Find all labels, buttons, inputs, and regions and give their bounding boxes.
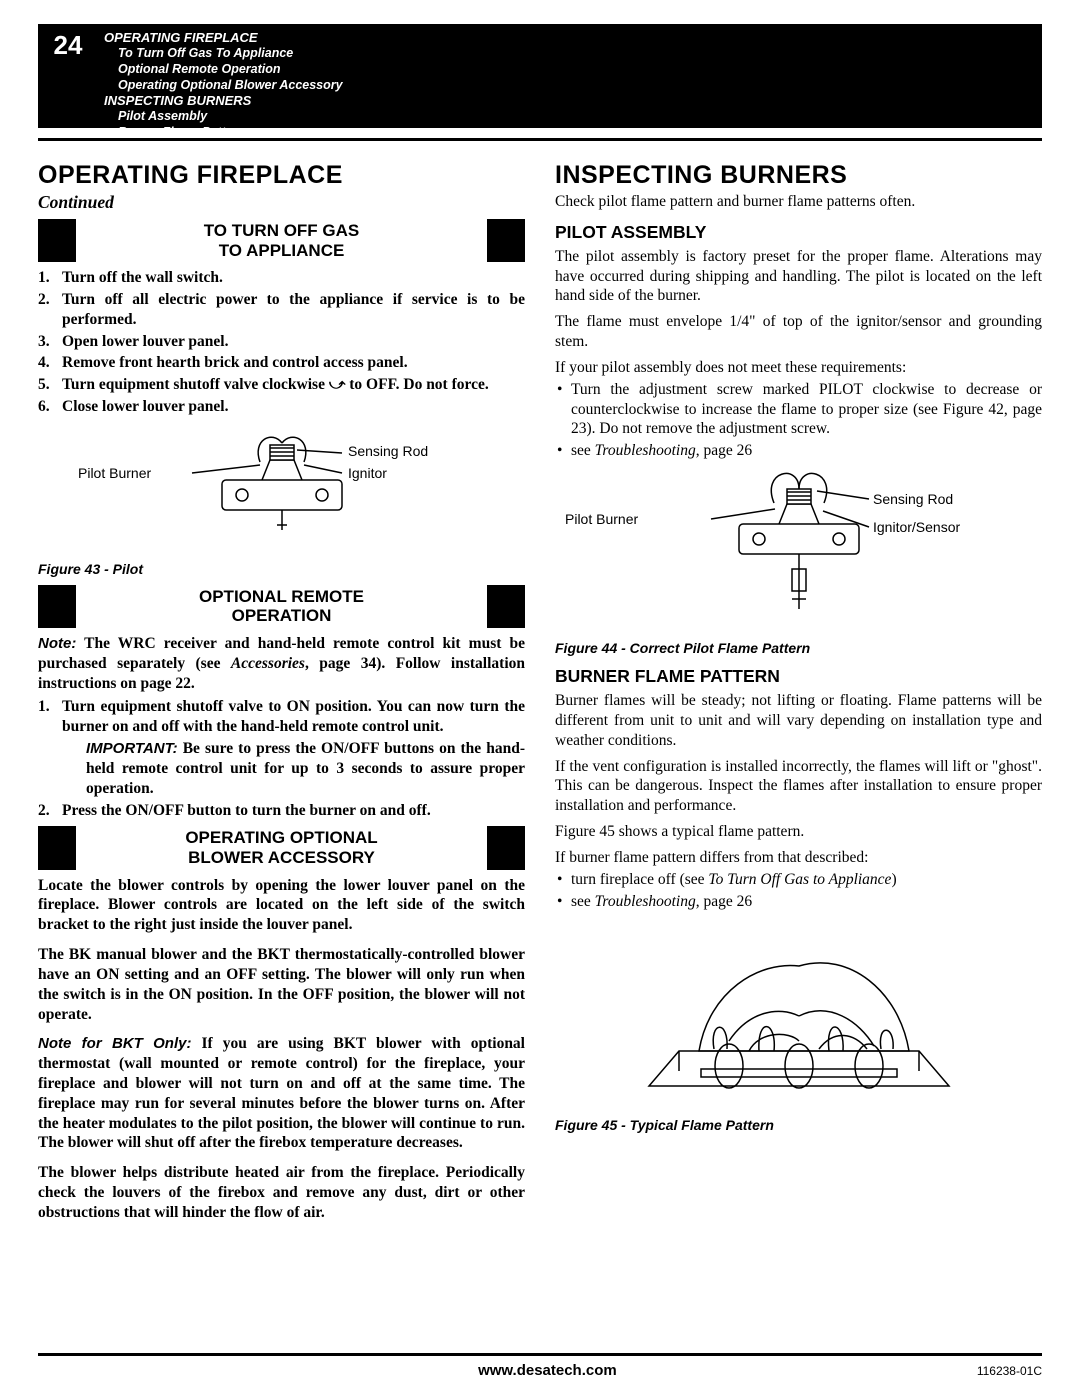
paragraph: If the vent configuration is installed i… (555, 757, 1042, 816)
right-column: INSPECTING BURNERS Check pilot flame pat… (555, 155, 1042, 1223)
left-column: OPERATING FIREPLACE Continued TO TURN OF… (38, 155, 525, 1223)
bullet: see Troubleshooting, page 26 (555, 892, 1042, 912)
bar-heading: OPTIONAL REMOTEOPERATION (38, 585, 525, 628)
page-number-box: 24 (38, 24, 98, 128)
bar-left (38, 219, 76, 262)
bullet-list: Turn the adjustment screw marked PILOT c… (555, 380, 1042, 461)
toc-item: INSPECTING BURNERS (104, 93, 1034, 109)
figure-caption: Figure 44 - Correct Pilot Flame Pattern (555, 640, 1042, 656)
toc-item: Operating Optional Blower Accessory (118, 78, 1034, 94)
paragraph: The pilot assembly is factory preset for… (555, 247, 1042, 306)
paragraph: Note for BKT Only: If you are using BKT … (38, 1034, 525, 1153)
toc-item: Pilot Assembly (118, 109, 1034, 125)
step: Turn equipment shutoff valve clockwise ⤻… (38, 375, 525, 395)
bar-right (487, 219, 525, 262)
pilot-diagram-44: Pilot Burner Sensing Rod Ignitor/Sensor (555, 469, 1042, 634)
steps-turn-off: Turn off the wall switch. Turn off all e… (38, 268, 525, 417)
footer: www.desatech.com 116238-01C (38, 1353, 1042, 1379)
note-paragraph: Note: The WRC receiver and hand-held rem… (38, 634, 525, 693)
toc-item: Optional Remote Operation (118, 62, 1034, 78)
footer-rule (38, 1353, 1042, 1356)
bar-heading: OPERATING OPTIONALBLOWER ACCESSORY (38, 826, 525, 869)
bar-right (487, 826, 525, 869)
bar-left (38, 585, 76, 628)
paragraph: Check pilot flame pattern and burner fla… (555, 192, 1042, 212)
diagram-label: Pilot Burner (78, 465, 151, 481)
header-box: 24 OPERATING FIREPLACE To Turn Off Gas T… (38, 24, 1042, 128)
bar-left (38, 826, 76, 869)
diagram-label: Ignitor (348, 465, 387, 481)
toc: OPERATING FIREPLACE To Turn Off Gas To A… (98, 24, 1042, 128)
toc-item: Burner Flame Pattern (118, 125, 1034, 141)
paragraph: If your pilot assembly does not meet the… (555, 358, 1042, 378)
section-title: INSPECTING BURNERS (555, 161, 1042, 190)
bar-heading: TO TURN OFF GASTO APPLIANCE (38, 219, 525, 262)
paragraph: The flame must envelope 1/4" of top of t… (555, 312, 1042, 352)
paragraph: The BK manual blower and the BKT thermos… (38, 945, 525, 1024)
subheading: BURNER FLAME PATTERN (555, 666, 1042, 687)
steps-remote: Turn equipment shutoff valve to ON posit… (38, 697, 525, 820)
note-label: Note: (38, 635, 76, 652)
figure-caption: Figure 43 - Pilot (38, 561, 525, 577)
flame-diagram-45 (555, 921, 1042, 1111)
bullet: see Troubleshooting, page 26 (555, 441, 1042, 461)
page: 24 OPERATING FIREPLACE To Turn Off Gas T… (0, 0, 1080, 1397)
pilot-diagram-43: Pilot Burner Sensing Rod Ignitor (38, 425, 525, 555)
toc-item: To Turn Off Gas To Appliance (118, 46, 1034, 62)
diagram-label: Ignitor/Sensor (873, 519, 960, 535)
step: Close lower louver panel. (38, 397, 525, 417)
subheading: PILOT ASSEMBLY (555, 222, 1042, 243)
paragraph: Locate the blower controls by opening th… (38, 876, 525, 935)
bullet: turn fireplace off (see To Turn Off Gas … (555, 870, 1042, 890)
bar-heading-text: OPERATING OPTIONALBLOWER ACCESSORY (76, 826, 487, 869)
diagram-label: Sensing Rod (348, 443, 428, 459)
bar-heading-text: OPTIONAL REMOTEOPERATION (76, 585, 487, 628)
step: Press the ON/OFF button to turn the burn… (38, 801, 525, 821)
step: Turn off the wall switch. (38, 268, 525, 288)
paragraph: Figure 45 shows a typical flame pattern. (555, 822, 1042, 842)
step: Turn off all electric power to the appli… (38, 290, 525, 330)
paragraph: Burner flames will be steady; not liftin… (555, 691, 1042, 750)
footer-docid: 116238-01C (977, 1364, 1042, 1378)
paragraph: If burner flame pattern differs from tha… (555, 848, 1042, 868)
bullet: Turn the adjustment screw marked PILOT c… (555, 380, 1042, 439)
toc-item: OPERATING FIREPLACE (104, 30, 1034, 46)
bar-heading-text: TO TURN OFF GASTO APPLIANCE (76, 219, 487, 262)
continued-label: Continued (38, 192, 525, 213)
two-columns: OPERATING FIREPLACE Continued TO TURN OF… (38, 155, 1042, 1223)
step-important: IMPORTANT: Be sure to press the ON/OFF b… (86, 739, 525, 798)
bar-right (487, 585, 525, 628)
section-title: OPERATING FIREPLACE (38, 161, 525, 190)
step: Turn equipment shutoff valve to ON posit… (38, 697, 525, 798)
paragraph: The blower helps distribute heated air f… (38, 1163, 525, 1222)
page-number: 24 (54, 30, 83, 61)
bullet-list: turn fireplace off (see To Turn Off Gas … (555, 870, 1042, 912)
figure-caption: Figure 45 - Typical Flame Pattern (555, 1117, 1042, 1133)
step: Remove front hearth brick and control ac… (38, 353, 525, 373)
footer-url: www.desatech.com (118, 1362, 977, 1379)
diagram-label: Sensing Rod (873, 491, 953, 507)
step: Open lower louver panel. (38, 332, 525, 352)
diagram-label: Pilot Burner (565, 511, 638, 527)
